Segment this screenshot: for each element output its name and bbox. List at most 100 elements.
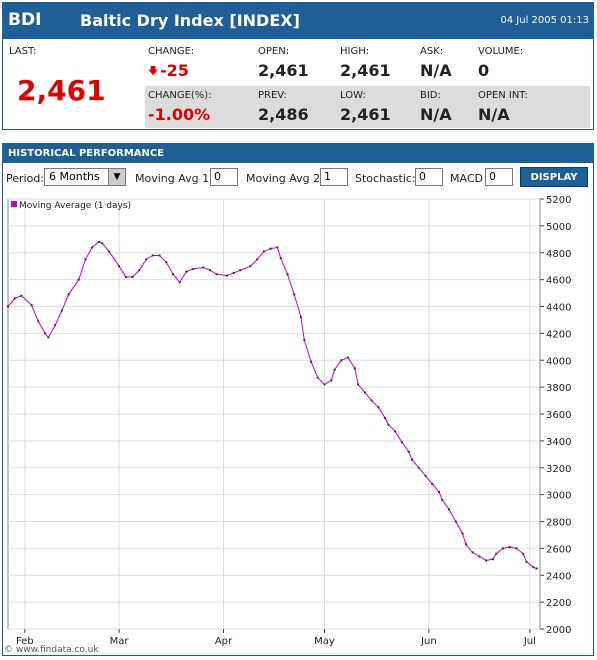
data-point	[461, 532, 464, 535]
data-point	[424, 474, 427, 477]
field-label: VOLUME:	[478, 46, 524, 57]
data-point	[310, 360, 313, 363]
y-tick-label: 4200	[546, 329, 571, 340]
data-point	[37, 320, 40, 323]
x-tick-label: Jul	[523, 636, 536, 647]
data-point	[515, 547, 518, 550]
data-point	[478, 555, 481, 558]
y-tick-label: 3200	[546, 464, 571, 475]
field-label: BID:	[420, 90, 441, 101]
data-point	[232, 271, 235, 274]
data-point	[97, 241, 100, 243]
header-bar	[3, 3, 593, 39]
stoch-input[interactable]: 0	[415, 168, 443, 186]
symbol: BDI	[8, 10, 42, 30]
data-point	[333, 368, 336, 371]
ma2-label: Moving Avg 2:	[246, 172, 324, 185]
row2-bg	[145, 86, 590, 128]
field-label: CHANGE(%):	[148, 90, 212, 101]
data-point	[13, 297, 16, 300]
data-point	[441, 499, 444, 501]
data-point	[47, 336, 50, 339]
field-label: PREV:	[258, 90, 287, 101]
data-point	[44, 332, 47, 335]
data-point	[178, 281, 181, 284]
data-point	[316, 376, 319, 379]
data-point	[131, 275, 134, 278]
data-point	[84, 258, 87, 261]
data-point	[77, 278, 80, 281]
data-point	[276, 246, 279, 249]
ma1-label: Moving Avg 1:	[135, 172, 213, 185]
ma2-input[interactable]: 1	[320, 168, 348, 186]
period-select[interactable]: 6 Months ▼	[44, 168, 126, 186]
data-point	[471, 551, 474, 554]
x-tick-label: Jun	[420, 636, 437, 647]
data-point	[353, 367, 356, 370]
field-label: ASK:	[420, 46, 444, 57]
data-point	[464, 543, 467, 546]
data-point	[347, 356, 350, 359]
y-tick-label: 2600	[546, 544, 571, 555]
field-value: -1.00%	[148, 105, 211, 124]
x-tick-label: Apr	[215, 636, 233, 647]
field-value: 2,486	[258, 105, 309, 124]
display-button[interactable]: DISPLAY	[520, 167, 588, 187]
data-point	[384, 417, 387, 420]
data-point	[431, 482, 434, 485]
x-tick-label: Feb	[16, 636, 34, 647]
quote-panel	[2, 2, 594, 130]
field-label: HIGH:	[340, 46, 370, 57]
data-point	[91, 246, 94, 249]
x-tick-label: Mar	[110, 636, 130, 647]
y-tick-label: 2000	[546, 625, 571, 636]
y-tick-label: 4600	[546, 276, 571, 287]
data-point	[118, 265, 121, 268]
data-point	[171, 273, 174, 276]
macd-label: MACD	[450, 172, 483, 185]
data-point	[67, 293, 70, 296]
data-point	[370, 399, 373, 402]
field-value: 2,461	[340, 61, 391, 80]
field-value: N/A	[420, 61, 452, 80]
legend-label: Moving Average (1 days)	[19, 201, 131, 211]
history-panel	[2, 143, 594, 656]
data-point	[151, 254, 154, 257]
data-point	[209, 269, 212, 272]
y-tick-label: 3600	[546, 410, 571, 421]
copyright: © www.findata.co.uk	[4, 645, 99, 655]
data-point	[437, 490, 440, 493]
data-point	[262, 250, 265, 253]
y-tick-label: 5200	[546, 195, 571, 206]
data-point	[30, 304, 33, 307]
y-tick-label: 4800	[546, 249, 571, 260]
data-point	[495, 552, 498, 555]
data-point	[377, 406, 380, 409]
y-tick-label: 5000	[546, 222, 571, 233]
data-point	[293, 293, 296, 296]
data-point	[192, 267, 195, 270]
macd-input[interactable]: 0	[485, 168, 513, 186]
chart: 2000 2200 2400 2600 2800 3000 3200 3400 3600 3800…	[7, 195, 571, 647]
instrument-name: Baltic Dry Index [INDEX]	[80, 11, 300, 30]
data-point	[215, 273, 218, 276]
y-tick-label: 3400	[546, 437, 571, 448]
data-point	[286, 273, 289, 276]
y-tick-label: 2400	[546, 571, 571, 582]
data-point	[124, 275, 127, 278]
data-point	[407, 450, 410, 453]
data-point	[363, 391, 366, 394]
stoch-label: Stochastic:	[355, 172, 416, 185]
last-label: LAST:	[9, 46, 37, 57]
field-label: LOW:	[340, 90, 366, 101]
history-title: HISTORICAL PERFORMANCE	[8, 148, 165, 159]
data-point	[239, 269, 242, 272]
data-point	[448, 508, 451, 511]
data-point	[535, 567, 538, 570]
ma1-input[interactable]: 0	[210, 168, 238, 186]
data-point	[357, 383, 360, 386]
data-point	[323, 383, 326, 386]
data-point	[145, 258, 148, 261]
data-point	[340, 359, 343, 362]
